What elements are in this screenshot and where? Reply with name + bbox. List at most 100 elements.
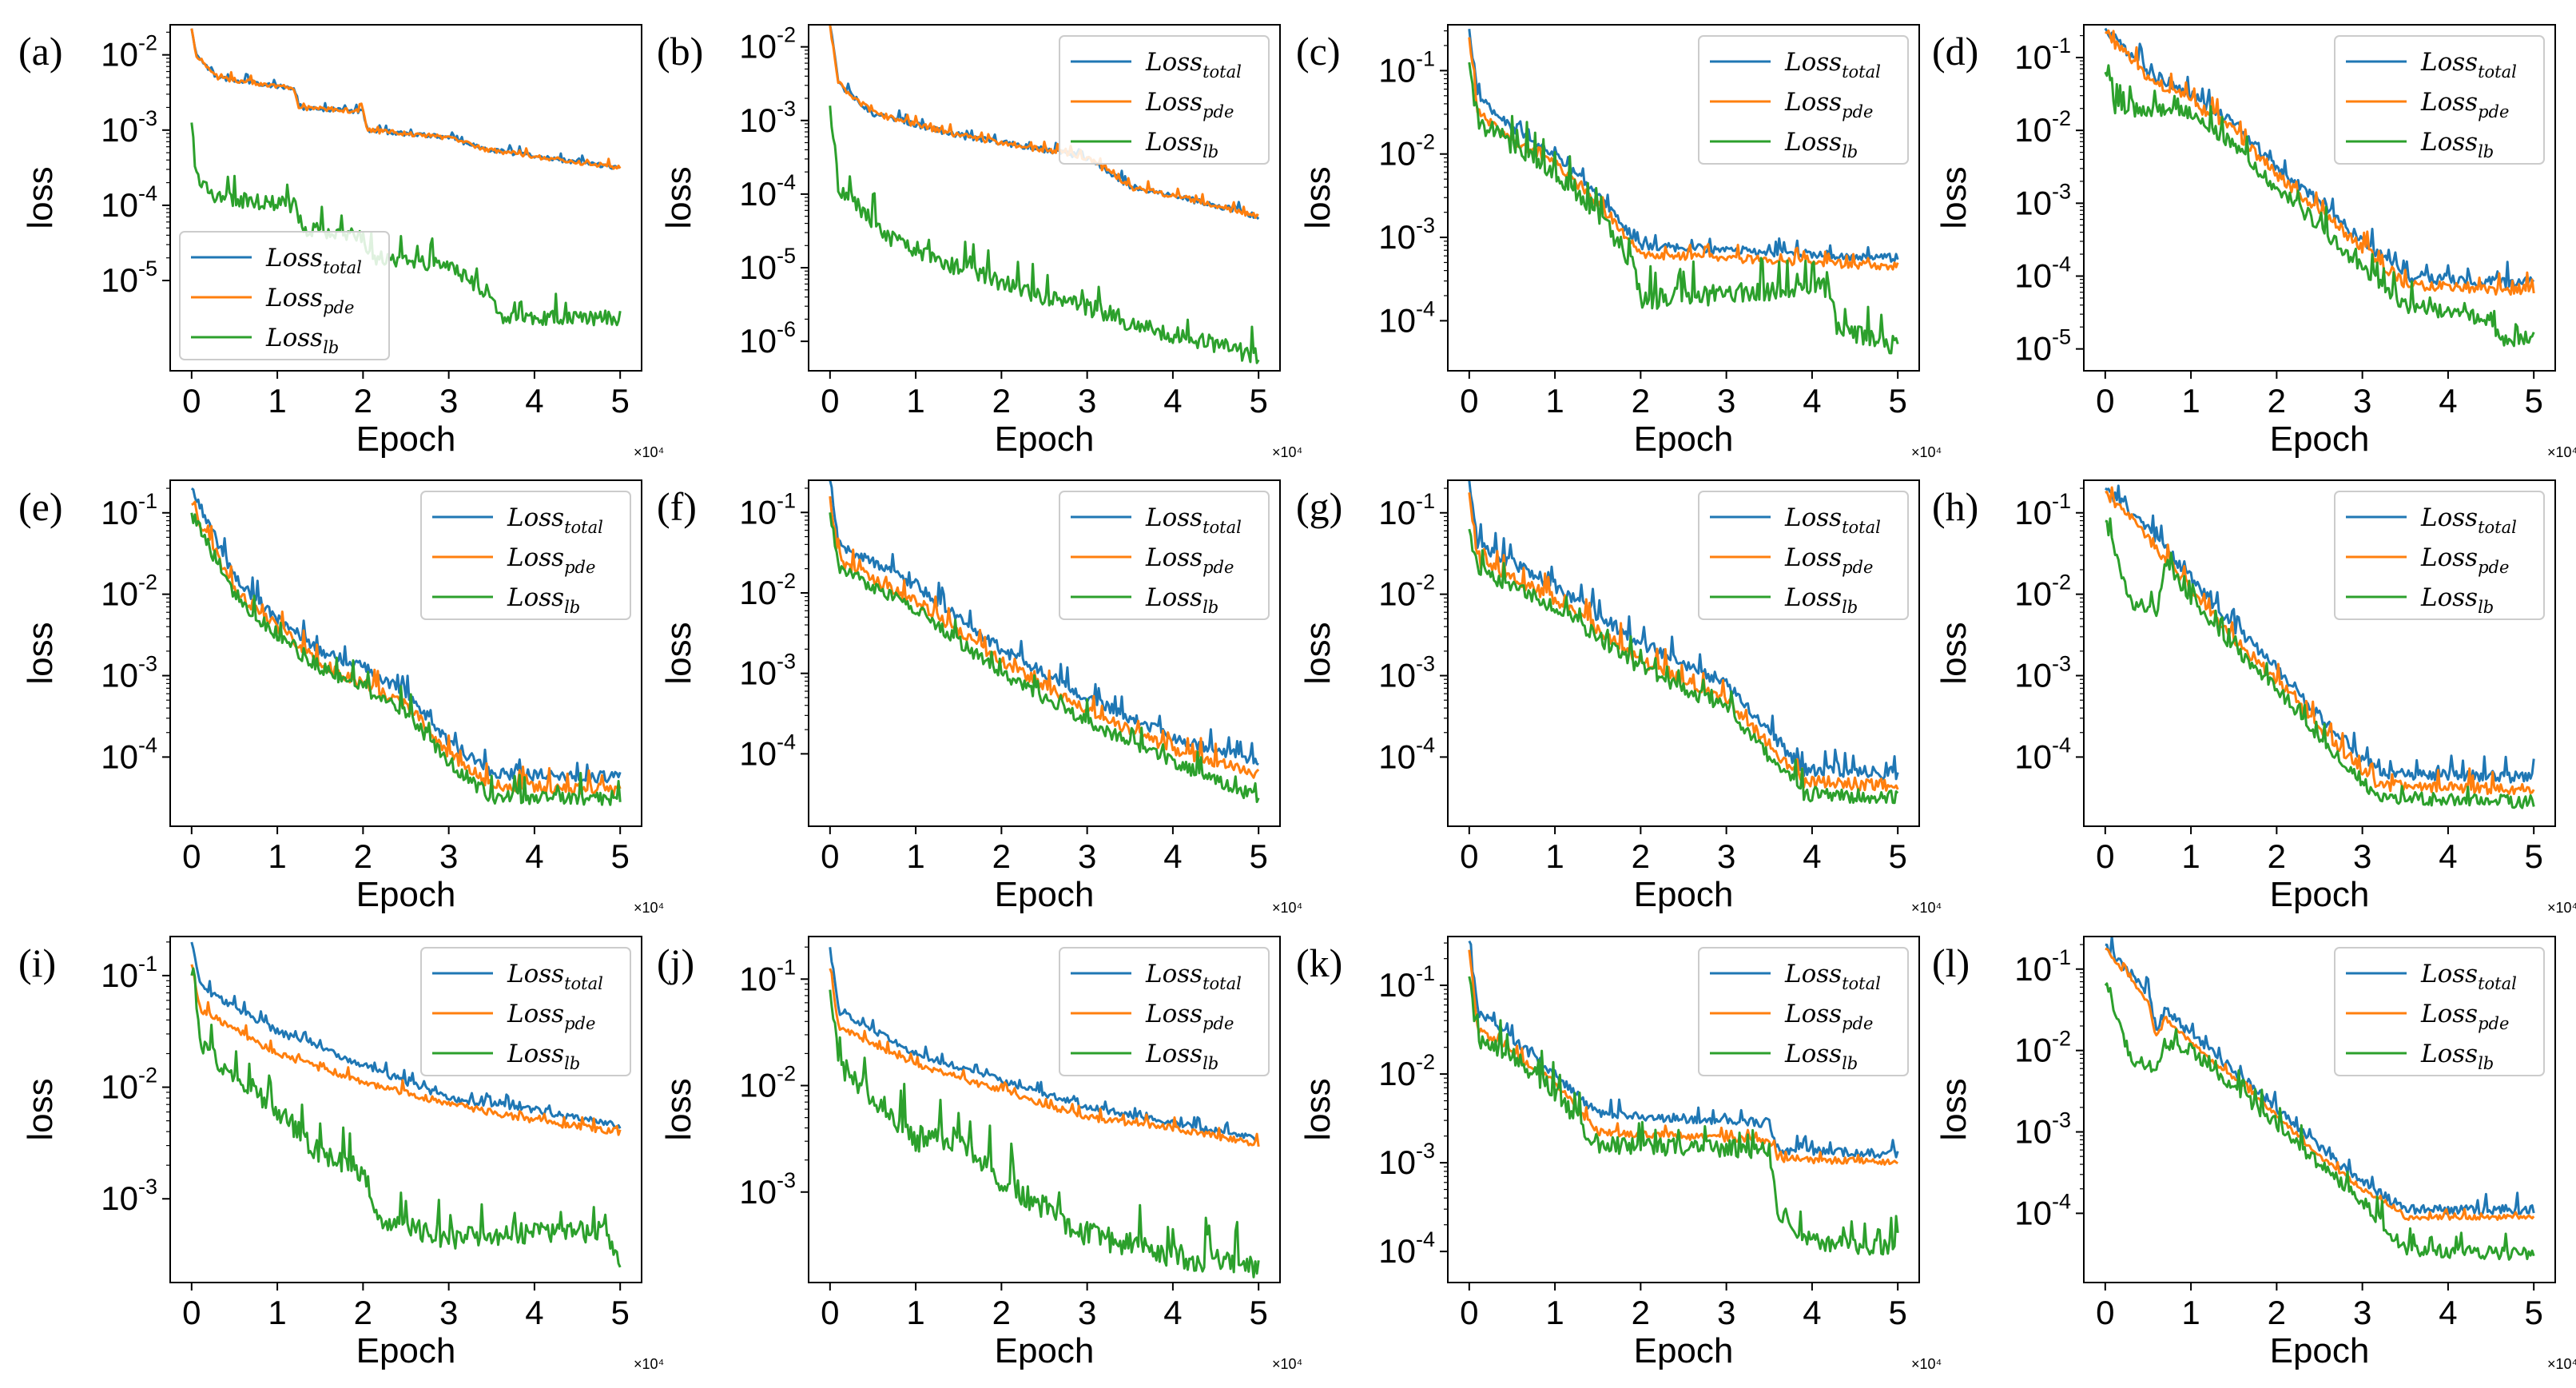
x-axis-label: Epoch: [2270, 1331, 2370, 1370]
legend: Losstotal Losspde Losslb: [1698, 947, 1909, 1076]
legend: Losstotal Losspde Losslb: [2334, 491, 2545, 620]
x-axis-label: Epoch: [1634, 420, 1734, 459]
y-tick-label: 10-4: [2014, 733, 2071, 775]
panel-label: (e): [18, 484, 63, 529]
series-line-loss-pde: [829, 25, 1259, 219]
panel-d: 0 1 2 3 4 5 10-1 10-2 10-3 10-4 10-5 Epoch loss ×10⁴ (…: [1932, 24, 2576, 460]
y-tick-label: 10-2: [1378, 130, 1435, 173]
series-line-loss-pde: [191, 500, 622, 797]
x-scale-multiplier: ×10⁴: [2547, 900, 2576, 916]
x-tick-label: 3: [2353, 382, 2371, 420]
x-tick-label: 0: [2096, 837, 2114, 875]
series-line-loss-total: [2104, 27, 2535, 289]
x-tick-label: 5: [611, 1294, 630, 1331]
legend-box: [1698, 35, 1909, 165]
y-tick-label: 10-3: [2014, 1108, 2071, 1151]
x-tick-label: 2: [354, 837, 372, 875]
y-axis-label: loss: [1934, 1078, 1974, 1140]
x-tick-label: 4: [1163, 837, 1182, 875]
x-tick-label: 4: [1163, 1294, 1182, 1331]
panel-k: 0 1 2 3 4 5 10-1 10-2 10-3 10-4 Epoch loss ×10⁴ (k) Lo…: [1296, 936, 1942, 1372]
legend-entry: Losspde: [2420, 1000, 2509, 1033]
legend-entry: Losslb: [1784, 1040, 1858, 1073]
x-tick-label: 2: [992, 1294, 1011, 1331]
legend: Losstotal Losspde Losslb: [2334, 35, 2545, 165]
y-tick-label: 10-3: [1378, 652, 1435, 694]
y-tick-label: 10-1: [2014, 34, 2071, 76]
x-tick-label: 4: [1803, 1294, 1821, 1331]
y-tick-label: 10-2: [2014, 106, 2071, 149]
y-axis-label: loss: [1298, 166, 1338, 229]
y-tick-label: 10-4: [739, 730, 796, 772]
y-tick-label: 10-2: [101, 31, 157, 74]
x-tick-label: 5: [1250, 1294, 1268, 1331]
x-tick-label: 4: [2439, 382, 2457, 420]
x-tick-label: 5: [611, 837, 630, 875]
y-tick-label: 10-2: [739, 569, 796, 611]
series-line-loss-total: [190, 28, 621, 170]
legend-box: [1698, 491, 1909, 620]
legend-entry: Losspde: [1784, 543, 1873, 577]
legend-entry: Losstotal: [1145, 503, 1242, 537]
x-axis-label: Epoch: [2270, 420, 2370, 459]
x-tick-label: 3: [439, 382, 458, 420]
y-tick-label: 10-2: [739, 1062, 796, 1104]
x-axis-label: Epoch: [1634, 875, 1734, 914]
x-tick-label: 1: [268, 382, 286, 420]
series-line-loss-total: [829, 947, 1259, 1143]
x-tick-label: 3: [439, 1294, 458, 1331]
series-line-loss-pde: [1468, 37, 1899, 271]
legend-entry: Losspde: [2420, 88, 2509, 121]
panel-label: (a): [18, 29, 63, 74]
panel-label: (g): [1296, 484, 1342, 529]
y-tick-label: 10-3: [101, 106, 157, 149]
x-scale-multiplier: ×10⁴: [634, 900, 664, 916]
legend-entry: Losslb: [1784, 128, 1858, 161]
x-tick-label: 3: [1078, 837, 1096, 875]
x-tick-label: 0: [1460, 382, 1478, 420]
legend-box: [2334, 491, 2545, 620]
panel-label: (j): [657, 941, 694, 985]
legend-entry: Losstotal: [2420, 960, 2517, 993]
panel-label: (k): [1296, 941, 1342, 985]
x-tick-label: 0: [1460, 837, 1478, 875]
y-tick-label: 10-3: [101, 652, 157, 694]
axes-frame: [2083, 24, 2556, 372]
y-tick-label: 10-2: [2014, 571, 2071, 613]
y-tick-label: 10-1: [2014, 489, 2071, 531]
x-tick-label: 2: [992, 837, 1011, 875]
legend: Losstotal Losspde Losslb: [420, 491, 631, 620]
series-line-loss-lb: [190, 122, 622, 327]
x-tick-label: 2: [2268, 382, 2286, 420]
legend: Losstotal Losspde Losslb: [1059, 35, 1270, 165]
x-axis-label: Epoch: [995, 1331, 1095, 1370]
legend-box: [2334, 35, 2545, 165]
y-tick-label: 10-3: [2014, 652, 2071, 694]
y-tick-label: 10-5: [101, 257, 157, 299]
x-tick-label: 2: [1632, 382, 1650, 420]
y-tick-label: 10-3: [739, 1168, 796, 1211]
y-tick-label: 10-1: [101, 489, 157, 531]
legend-box: [2334, 947, 2545, 1076]
legend-entry: Losstotal: [265, 244, 362, 277]
x-tick-label: 4: [525, 837, 543, 875]
panel-label: (i): [18, 941, 56, 985]
x-tick-label: 1: [2181, 1294, 2200, 1331]
y-tick-label: 10-4: [1378, 733, 1435, 775]
x-tick-label: 4: [1803, 382, 1821, 420]
series-line-loss-pde: [2105, 486, 2535, 795]
legend-box: [1059, 947, 1270, 1076]
x-axis-label: Epoch: [995, 420, 1095, 459]
x-tick-label: 1: [2181, 837, 2200, 875]
x-scale-multiplier: ×10⁴: [1272, 444, 1302, 460]
panel-f: 0 1 2 3 4 5 10-1 10-2 10-3 10-4 Epoch loss ×10⁴ (f) Lo…: [657, 479, 1302, 916]
y-tick-label: 10-4: [1378, 1227, 1435, 1270]
legend-entry: Losspde: [265, 284, 354, 317]
series-line-loss-pde: [829, 495, 1260, 779]
panel-a: 0 1 2 3 4 5 10-2 10-3 10-4 10-5 Epoch loss ×10⁴ (a) Lo…: [18, 24, 664, 460]
x-tick-label: 0: [182, 382, 201, 420]
series-line-loss-lb: [1468, 528, 1899, 805]
y-axis-label: loss: [1934, 622, 1974, 684]
legend: Losstotal Losspde Losslb: [1698, 35, 1909, 165]
